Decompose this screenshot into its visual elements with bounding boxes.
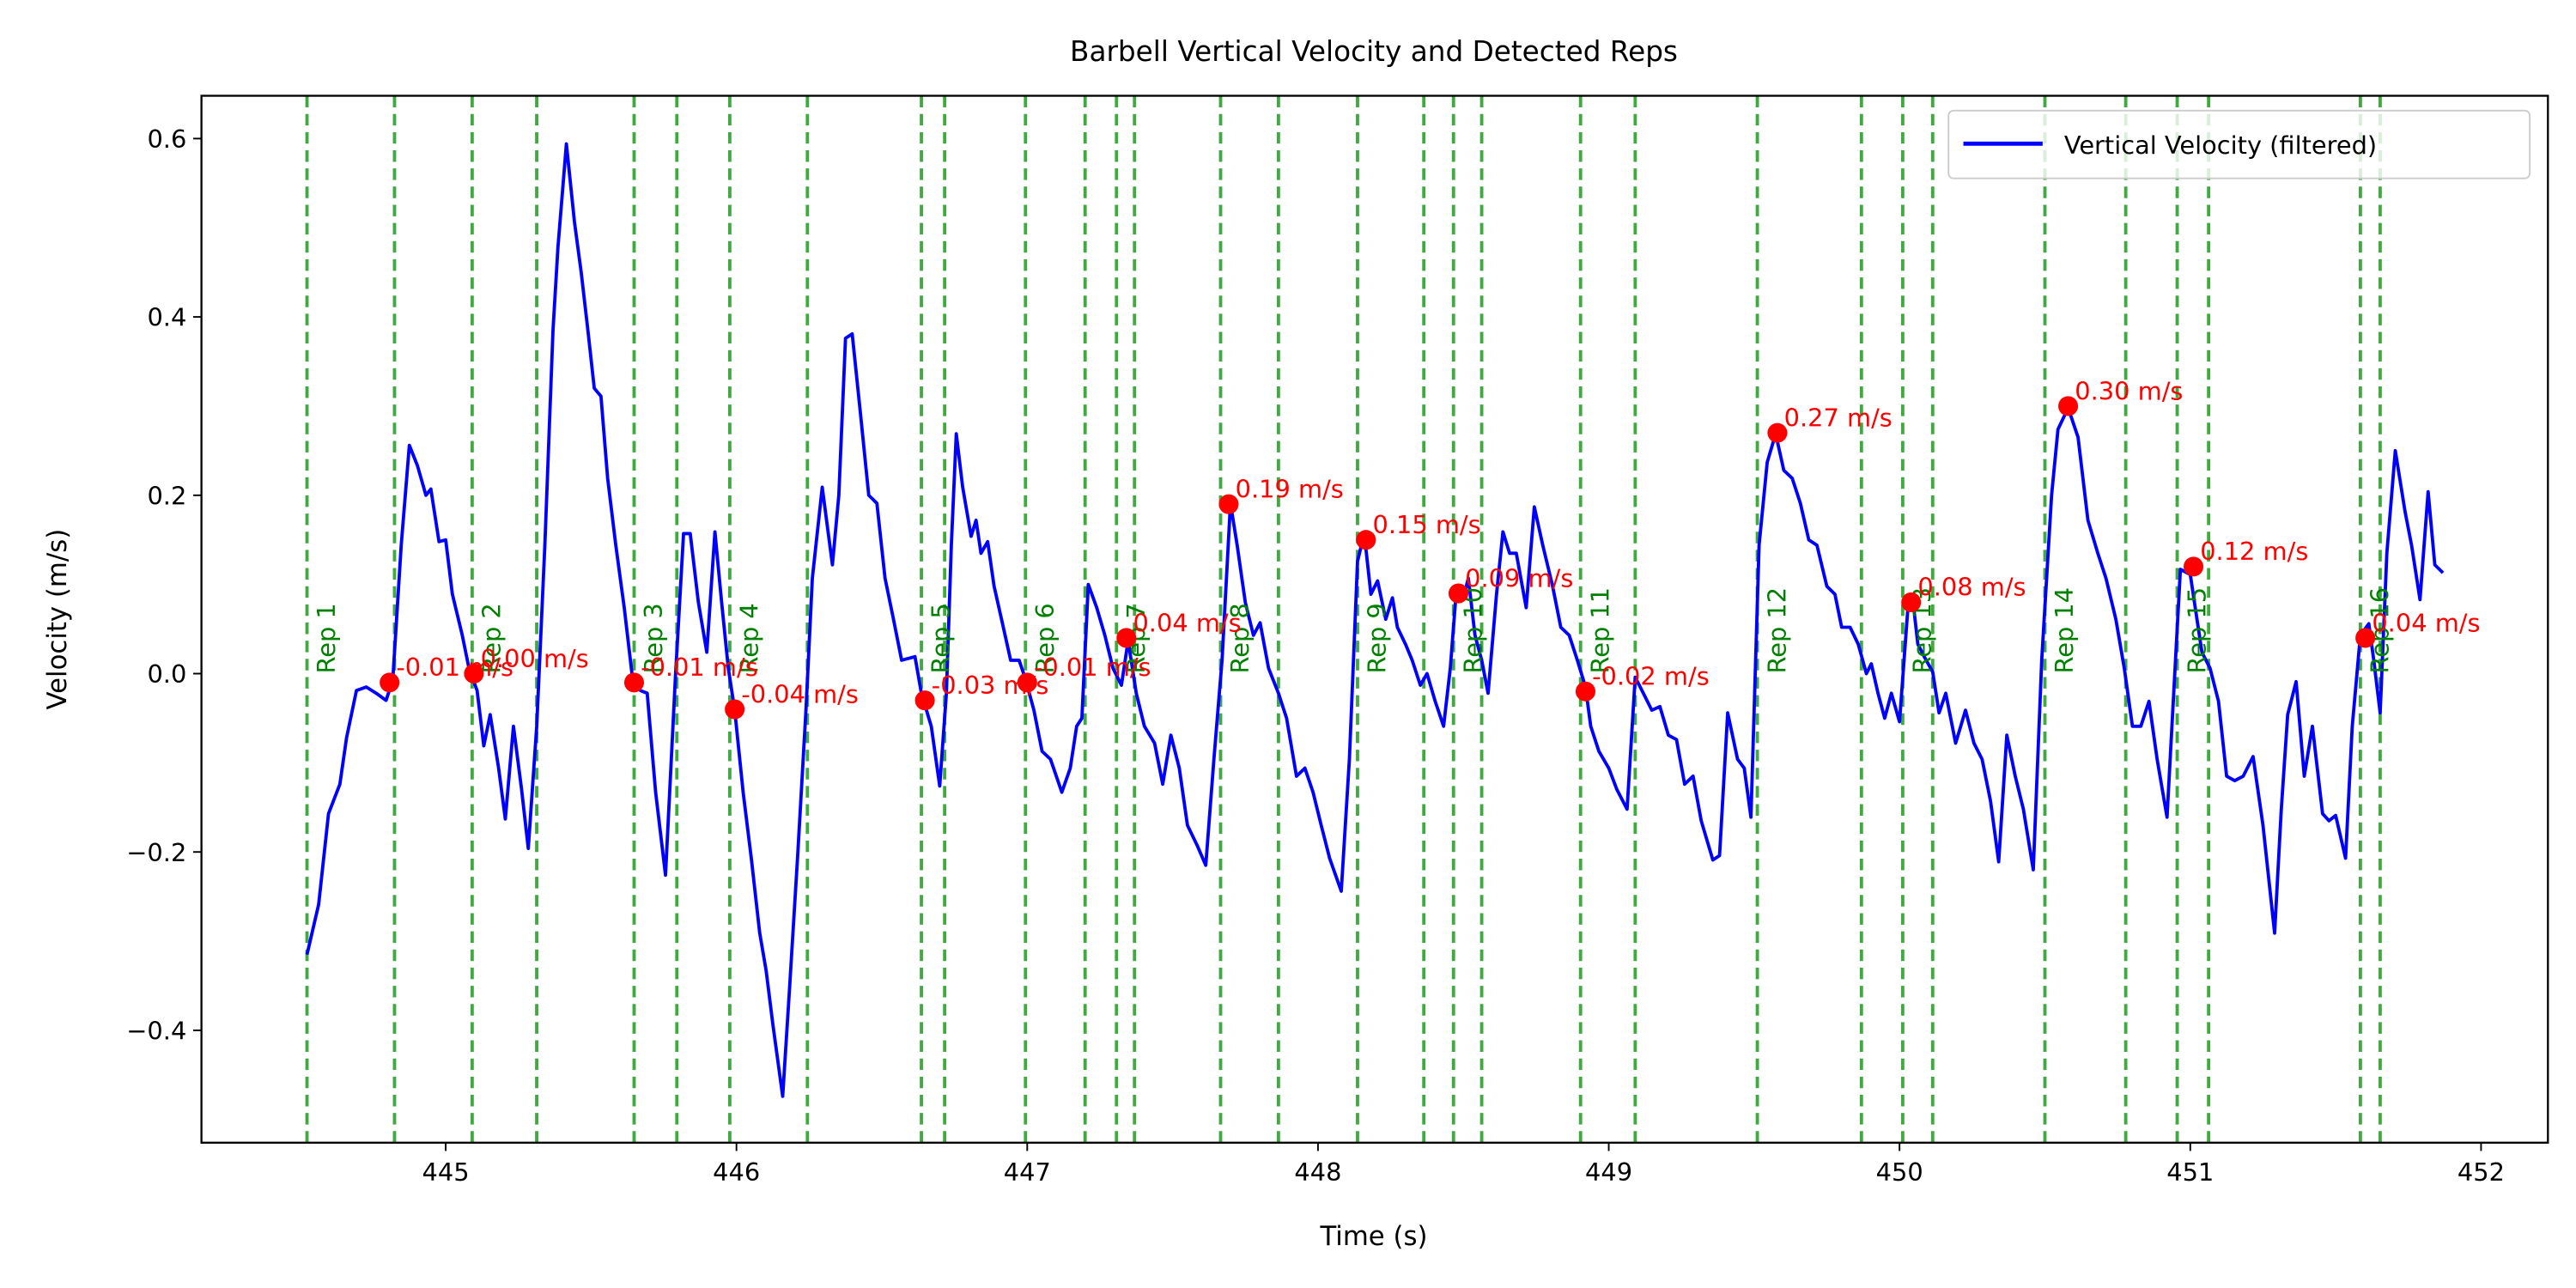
rep-marker [1116,628,1137,648]
rep-marker [914,690,935,711]
x-tick-label: 447 [1004,1157,1051,1187]
rep-marker [1767,422,1788,443]
x-tick-label: 451 [2166,1157,2214,1187]
rep-value-label: 0.09 m/s [1465,563,1573,592]
y-axis-label: Velocity (m/s) [42,529,73,710]
rep-label: Rep 14 [2050,587,2079,674]
x-axis-label: Time (s) [1319,1221,1427,1252]
rep-label: Rep 2 [477,603,507,673]
rep-value-label: 0.27 m/s [1784,403,1893,432]
y-tick-label: −0.2 [126,838,186,867]
rep-marker [1448,583,1469,604]
x-tick-label: 448 [1294,1157,1341,1187]
rep-label: Rep 9 [1363,603,1392,673]
rep-value-label: 0.19 m/s [1236,474,1344,503]
rep-marker [725,699,745,720]
rep-marker [2355,628,2376,648]
axes-frame [200,94,2549,1144]
rep-marker [1575,681,1596,702]
rep-value-label: 0.04 m/s [2372,608,2480,637]
rep-label: Rep 15 [2182,587,2211,674]
rep-marker [1901,592,1922,612]
rep-label: Rep 5 [927,603,956,673]
rep-label: Rep 11 [1585,587,1614,674]
legend-label: Vertical Velocity (filtered) [2064,131,2377,160]
rep-label: Rep 1 [312,603,341,673]
rep-marker [2183,556,2204,577]
rep-value-label: 0.00 m/s [481,644,589,673]
x-tick-label: 450 [1876,1157,1923,1187]
rep-marker [1017,672,1037,693]
rep-label: Rep 4 [735,603,764,673]
rep-value-label: -0.02 m/s [1592,662,1710,691]
legend-box [1947,109,2531,179]
rep-value-label: -0.04 m/s [741,679,859,708]
rep-label: Rep 3 [639,603,668,673]
chart-title: Barbell Vertical Velocity and Detected R… [1070,35,1678,68]
y-tick-label: 0.0 [147,659,186,689]
rep-value-label: 0.12 m/s [2200,537,2308,566]
rep-value-label: 0.15 m/s [1372,510,1480,539]
x-tick-label: 452 [2458,1157,2505,1187]
rep-label: Rep 12 [1762,587,1791,674]
y-tick-label: −0.4 [126,1016,186,1045]
x-tick-label: 449 [1585,1157,1632,1187]
y-tick-label: 0.4 [147,303,186,332]
rep-value-label: 0.04 m/s [1133,608,1241,637]
rep-value-label: -0.01 m/s [641,653,758,682]
rep-marker [623,672,645,693]
y-tick-label: 0.6 [147,125,186,154]
rep-marker [1218,494,1239,514]
rep-label: Rep 6 [1030,603,1060,673]
rep-label: Rep 8 [1225,603,1255,673]
velocity-line [305,142,2445,1098]
x-tick-label: 445 [422,1157,470,1187]
rep-value-label: 0.30 m/s [2075,376,2183,405]
rep-value-label: -0.01 m/s [1034,653,1151,682]
rep-marker [380,672,400,693]
rep-value-label: -0.01 m/s [396,653,513,682]
rep-marker [464,663,484,684]
y-tick-label: 0.2 [147,481,186,510]
plot-area: Rep 1 Rep 2 Rep 3 Rep 4 Rep 5 Rep 6 Rep 7 Rep 8… [305,95,2481,1143]
x-tick-label: 446 [713,1157,760,1187]
rep-marker [2058,396,2079,416]
rep-value-label: 0.08 m/s [1917,573,2026,602]
rep-marker [1356,530,1376,550]
